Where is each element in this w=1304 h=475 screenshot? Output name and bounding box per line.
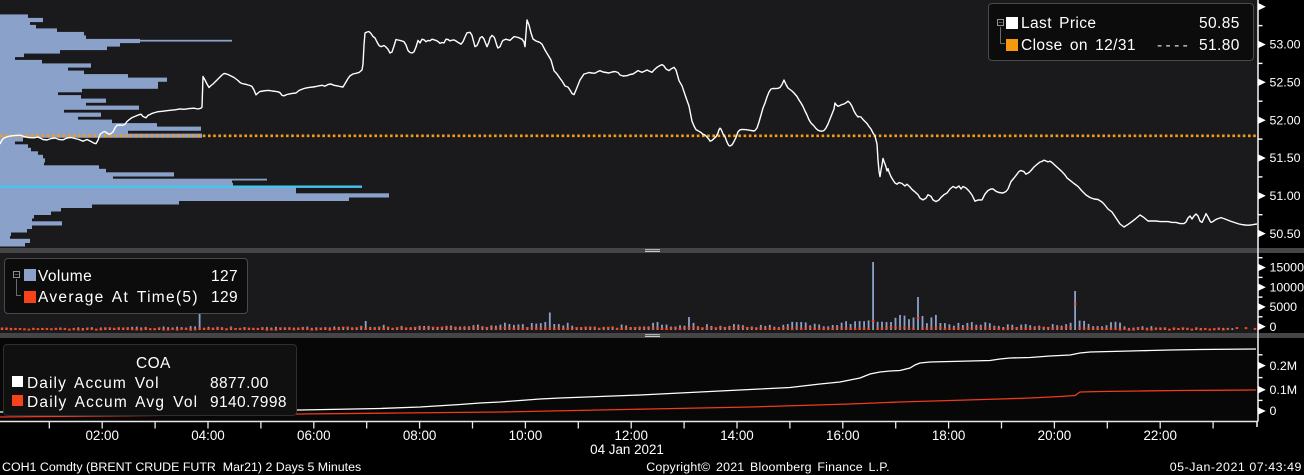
svg-text:04 Jan 2021: 04 Jan 2021 [590, 442, 664, 457]
svg-text:02:00: 02:00 [85, 428, 119, 443]
svg-text:0: 0 [1270, 404, 1277, 418]
svg-text:22:00: 22:00 [1143, 428, 1177, 443]
svg-text:0: 0 [1270, 320, 1277, 334]
svg-text:10:00: 10:00 [509, 428, 543, 443]
svg-text:0.2M: 0.2M [1270, 359, 1298, 373]
svg-text:5000: 5000 [1270, 300, 1298, 314]
svg-text:50.50: 50.50 [1270, 227, 1301, 241]
svg-text:51.00: 51.00 [1270, 189, 1301, 203]
svg-text:14:00: 14:00 [720, 428, 754, 443]
svg-text:51.50: 51.50 [1270, 151, 1301, 165]
svg-text:53.00: 53.00 [1270, 38, 1301, 52]
svg-text:16:00: 16:00 [826, 428, 860, 443]
svg-text:52.00: 52.00 [1270, 113, 1301, 127]
svg-text:20:00: 20:00 [1038, 428, 1072, 443]
svg-text:12:00: 12:00 [614, 428, 648, 443]
svg-text:06:00: 06:00 [297, 428, 331, 443]
svg-text:0.1M: 0.1M [1270, 383, 1298, 397]
svg-text:10000: 10000 [1270, 280, 1304, 294]
svg-text:08:00: 08:00 [403, 428, 437, 443]
svg-text:04:00: 04:00 [191, 428, 225, 443]
svg-text:18:00: 18:00 [932, 428, 966, 443]
svg-text:15000: 15000 [1270, 261, 1304, 275]
svg-text:52.50: 52.50 [1270, 76, 1301, 90]
